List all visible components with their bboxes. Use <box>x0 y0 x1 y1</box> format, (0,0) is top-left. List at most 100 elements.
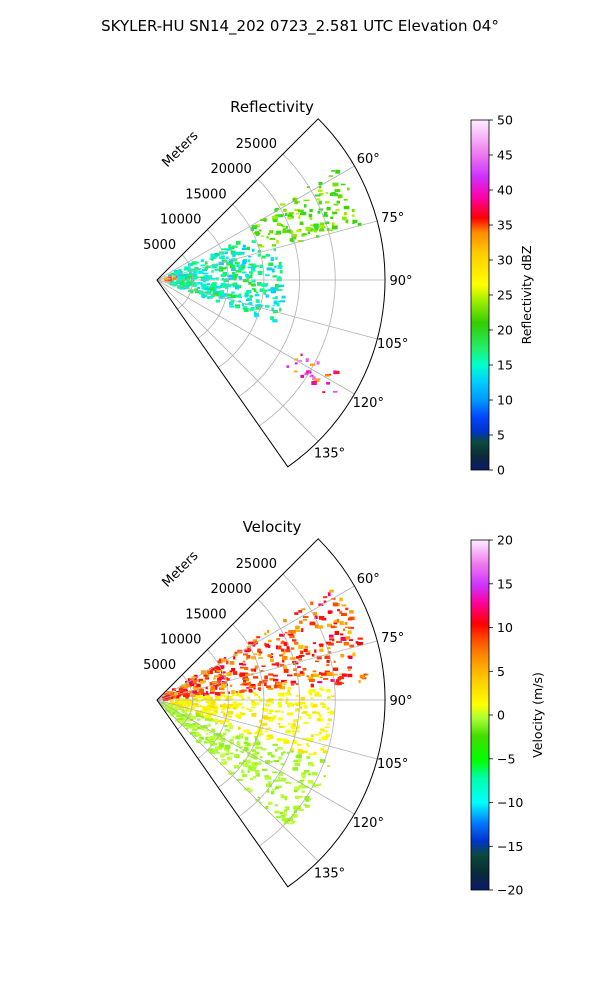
radar-gate <box>274 233 280 235</box>
radar-gate <box>343 628 346 631</box>
radar-gate <box>238 266 245 271</box>
radar-gate <box>318 644 324 646</box>
radar-gate <box>282 225 285 228</box>
radar-gate <box>323 211 328 216</box>
radar-gate <box>306 743 309 746</box>
radar-gate <box>206 695 211 700</box>
radar-gate <box>225 283 230 286</box>
radar-gate <box>203 725 208 729</box>
radar-gate <box>234 753 239 758</box>
radar-gate <box>344 622 348 625</box>
radar-gate <box>347 630 352 635</box>
radar-gate <box>324 374 330 377</box>
radar-gate <box>348 655 353 659</box>
radar-gate <box>282 659 285 663</box>
radar-gate <box>273 678 279 682</box>
radar-gate <box>270 790 275 795</box>
radar-gate <box>271 736 274 739</box>
radar-gate <box>317 625 323 629</box>
radar-gate <box>258 695 261 699</box>
radar-gate <box>329 638 333 641</box>
radar-gate <box>269 230 273 234</box>
radar-gate <box>292 639 297 642</box>
radar-gate <box>179 271 183 275</box>
radar-gate <box>275 288 279 291</box>
radar-gate <box>266 685 272 688</box>
radar-gate <box>272 674 278 677</box>
radar-gate <box>320 728 325 732</box>
radar-gate <box>303 199 310 202</box>
radar-gate <box>200 290 203 295</box>
radar-gate <box>326 381 330 385</box>
radar-gate <box>282 655 288 660</box>
radar-gate <box>261 283 268 287</box>
radar-gate <box>181 684 188 687</box>
radar-gate <box>254 265 260 267</box>
radar-gate <box>259 721 262 724</box>
radar-gate <box>248 685 253 688</box>
radar-gate <box>211 263 217 268</box>
radar-gate <box>334 189 341 193</box>
radar-gate <box>313 612 318 616</box>
radar-gate <box>299 671 304 674</box>
radar-gate <box>223 279 226 283</box>
radar-gate <box>345 636 351 640</box>
radar-gate <box>279 307 282 312</box>
radar-gate <box>251 762 258 766</box>
radar-gate <box>178 274 184 278</box>
radar-gate <box>214 710 218 715</box>
radar-gate <box>176 695 180 699</box>
azimuth-tick-label: 120° <box>353 816 384 831</box>
radar-gate <box>281 752 284 756</box>
colorbar-tick-label: 20 <box>497 323 513 338</box>
radar-gate <box>254 294 260 297</box>
radar-gate <box>228 247 233 251</box>
radar-gate <box>279 654 283 657</box>
radar-gate <box>303 705 308 708</box>
radar-gate <box>199 736 204 740</box>
radar-gate <box>189 271 193 275</box>
radar-gate <box>278 771 283 776</box>
radar-gate <box>214 692 221 696</box>
radar-gate <box>318 200 322 205</box>
radar-gate <box>336 619 340 623</box>
radar-gate <box>215 277 219 280</box>
radar-gate <box>304 645 309 649</box>
radar-gate <box>215 746 220 749</box>
radar-gate <box>234 284 241 287</box>
radar-gate <box>334 631 340 635</box>
radar-gate <box>223 657 227 660</box>
radar-gate <box>239 666 244 669</box>
radar-gate <box>215 299 220 303</box>
radar-gate <box>272 244 277 247</box>
radar-gate <box>299 779 305 782</box>
radar-gate <box>193 723 198 725</box>
radar-gate <box>220 711 225 714</box>
radar-gate <box>328 634 334 638</box>
radar-gate <box>272 319 278 323</box>
radar-gate <box>305 798 310 802</box>
radar-gate <box>184 713 188 717</box>
radar-gate <box>331 170 335 172</box>
radar-gate <box>318 603 324 606</box>
radar-gate <box>264 703 271 707</box>
colorbar-tick-label: −5 <box>497 751 515 766</box>
radar-gate <box>173 271 179 274</box>
velocity-title: Velocity <box>243 518 302 536</box>
radar-gate <box>251 240 256 243</box>
radar-gate <box>314 226 319 229</box>
radar-gate <box>298 645 304 649</box>
radar-gate <box>296 726 299 730</box>
radar-gate <box>290 682 295 686</box>
radar-gate <box>259 680 264 684</box>
radar-gate <box>270 658 274 663</box>
colorbar-tick-label: 5 <box>497 428 505 443</box>
radar-gate <box>211 259 214 261</box>
radar-gate <box>309 715 312 719</box>
radar-gate <box>283 809 287 813</box>
radar-gate <box>221 658 227 663</box>
radar-gate <box>270 287 276 291</box>
radar-gate <box>290 747 294 751</box>
radar-gate <box>229 305 235 308</box>
radar-gate <box>280 648 285 652</box>
